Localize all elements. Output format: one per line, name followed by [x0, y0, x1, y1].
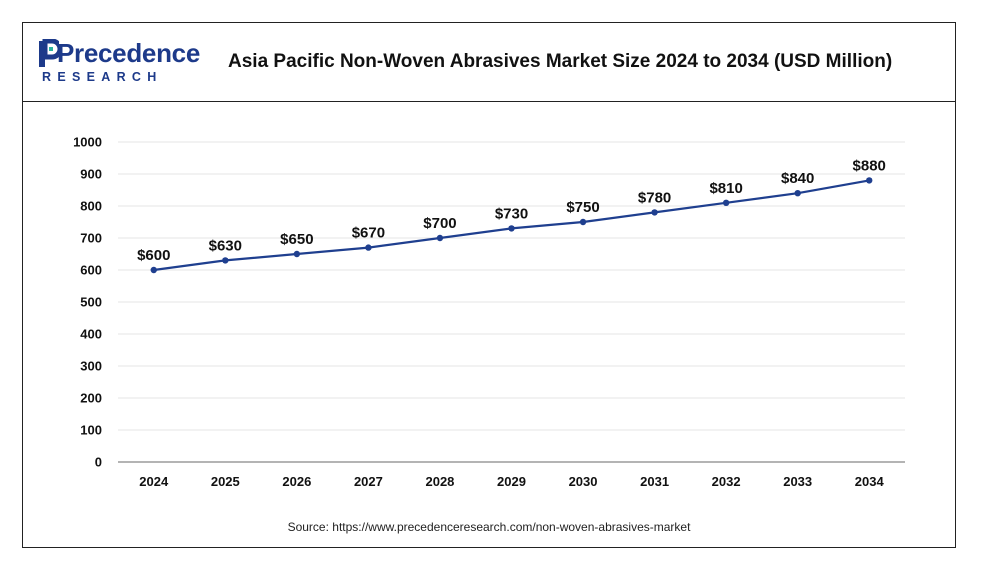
x-tick-label: 2024 [139, 474, 169, 489]
y-tick-label: 700 [80, 231, 102, 246]
y-tick-label: 500 [80, 295, 102, 310]
data-label: $810 [709, 180, 742, 197]
data-label: $730 [495, 205, 528, 222]
y-tick-label: 100 [80, 423, 102, 438]
data-label: $600 [137, 247, 170, 264]
x-tick-label: 2029 [497, 474, 526, 489]
data-point [794, 190, 801, 197]
data-label: $750 [566, 199, 599, 216]
data-point [651, 209, 658, 216]
data-label: $700 [423, 215, 456, 232]
data-label: $880 [853, 157, 886, 174]
data-point [722, 199, 730, 206]
y-tick-label: 1000 [73, 135, 102, 150]
data-point [579, 218, 587, 226]
x-tick-label: 2033 [783, 474, 812, 489]
data-label: $630 [209, 237, 242, 254]
data-point [436, 234, 444, 242]
x-tick-label: 2030 [569, 474, 598, 489]
source-note: Source: https://www.precedenceresearch.c… [287, 520, 691, 534]
data-point [508, 225, 515, 232]
y-tick-label: 600 [80, 263, 102, 278]
data-point [293, 250, 301, 258]
logo: Precedence RESEARCH [37, 37, 200, 89]
y-tick-label: 900 [80, 167, 102, 182]
x-tick-label: 2031 [640, 474, 669, 489]
chart-title: Asia Pacific Non-Woven Abrasives Market … [228, 51, 893, 72]
x-tick-label: 2034 [855, 474, 885, 489]
data-point [222, 257, 229, 264]
logo-subtitle: RESEARCH [42, 70, 163, 84]
chart-frame: Precedence RESEARCH Asia Pacific Non-Wov… [22, 22, 956, 548]
logo-wordmark: Precedence [57, 38, 200, 68]
y-tick-label: 300 [80, 359, 102, 374]
x-tick-label: 2032 [712, 474, 741, 489]
data-label: $780 [638, 189, 671, 206]
logo-mark-icon [39, 39, 59, 67]
data-label: $840 [781, 170, 814, 187]
data-point [150, 266, 157, 274]
header: Precedence RESEARCH Asia Pacific Non-Wov… [23, 23, 955, 102]
y-tick-label: 800 [80, 199, 102, 214]
x-tick-label: 2027 [354, 474, 383, 489]
data-point [866, 177, 873, 184]
y-tick-label: 400 [80, 327, 102, 342]
x-tick-label: 2026 [282, 474, 311, 489]
x-tick-label: 2028 [425, 474, 454, 489]
data-point [365, 244, 372, 251]
data-label: $670 [352, 225, 385, 242]
x-tick-label: 2025 [211, 474, 240, 489]
y-tick-label: 0 [95, 455, 102, 470]
y-tick-label: 200 [80, 391, 102, 406]
data-label: $650 [280, 231, 313, 248]
